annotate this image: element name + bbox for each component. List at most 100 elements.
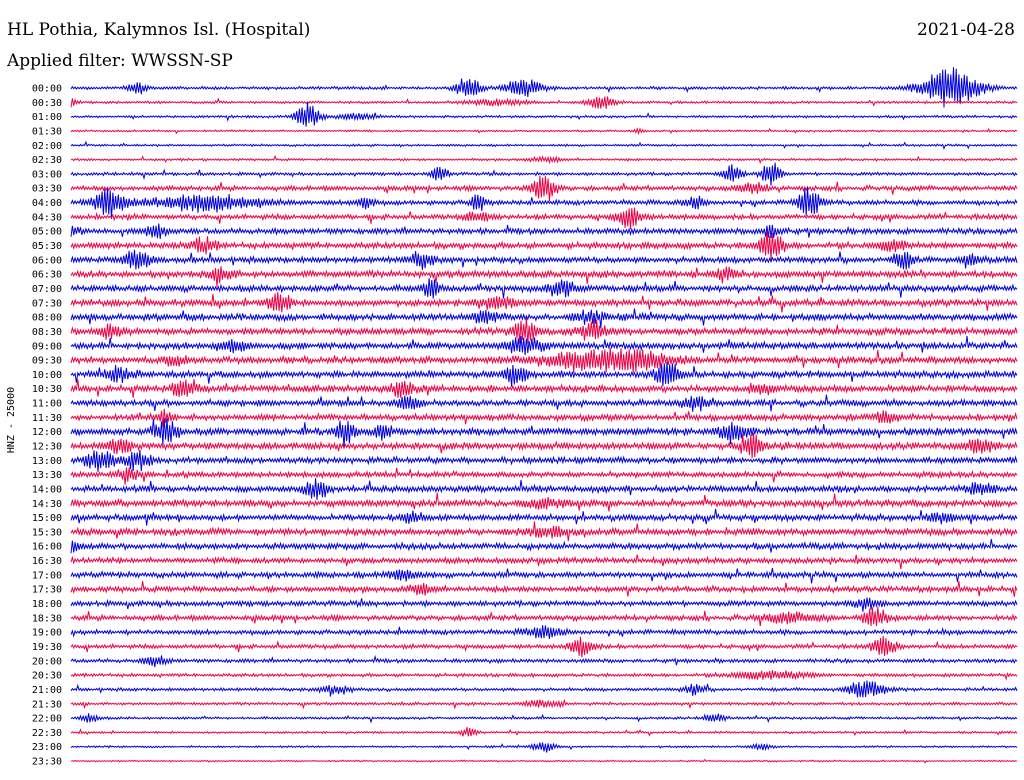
trace-line (70, 335, 1018, 355)
time-tick-labels: 00:00 00:30 01:00 01:30 02:00 02:30 03:00 03:30… (32, 84, 62, 768)
time-tick-label: 05:30 (32, 241, 62, 252)
trace-line (70, 96, 1018, 109)
time-tick-label: 01:30 (32, 126, 62, 137)
trace-line (70, 670, 1018, 681)
trace-line (70, 162, 1018, 186)
trace-line (70, 278, 1018, 299)
trace-line (70, 449, 1018, 472)
trace-line (70, 597, 1018, 612)
time-tick-label: 04:00 (32, 198, 62, 209)
time-tick-label: 20:30 (32, 671, 62, 682)
time-tick-label: 03:30 (32, 184, 62, 195)
y-axis-label: HNZ - 25000 (6, 387, 17, 453)
seismic-traces (70, 67, 1018, 764)
time-tick-label: 15:00 (32, 513, 62, 524)
trace-line (70, 249, 1018, 271)
time-tick-label: 15:30 (32, 527, 62, 538)
time-tick-label: 04:30 (32, 212, 62, 223)
trace-line (70, 418, 1018, 448)
trace-line (70, 713, 1018, 724)
trace-line (70, 175, 1018, 202)
time-tick-label: 18:00 (32, 599, 62, 610)
filter-label: Applied filter: WWSSN-SP (7, 51, 233, 71)
trace-line (70, 467, 1018, 485)
time-tick-label: 17:00 (32, 570, 62, 581)
trace-line (70, 207, 1018, 230)
trace-line (70, 567, 1018, 584)
time-tick-label: 14:00 (32, 484, 62, 495)
time-tick-label: 07:00 (32, 284, 62, 295)
trace-line (70, 308, 1018, 329)
time-tick-label: 16:30 (32, 556, 62, 567)
trace-line (70, 317, 1018, 344)
trace-line (70, 635, 1018, 658)
trace-line (70, 539, 1018, 554)
time-tick-label: 13:30 (32, 470, 62, 481)
time-tick-label: 03:00 (32, 169, 62, 180)
time-tick-label: 02:00 (32, 141, 62, 152)
time-tick-label: 12:30 (32, 442, 62, 453)
trace-line (70, 223, 1018, 239)
time-tick-label: 22:30 (32, 728, 62, 739)
time-tick-label: 09:30 (32, 356, 62, 367)
trace-line (70, 361, 1018, 387)
time-tick-label: 18:30 (32, 613, 62, 624)
time-tick-label: 22:00 (32, 714, 62, 725)
trace-line (70, 127, 1018, 136)
trace-line (70, 154, 1018, 165)
time-tick-label: 12:00 (32, 427, 62, 438)
trace-line (70, 742, 1018, 753)
trace-line (70, 606, 1018, 627)
time-tick-label: 00:30 (32, 98, 62, 109)
trace-line (70, 521, 1018, 542)
time-tick-label: 19:00 (32, 628, 62, 639)
time-tick-label: 08:00 (32, 313, 62, 324)
trace-line (70, 230, 1018, 260)
time-tick-label: 06:00 (32, 255, 62, 266)
trace-line (70, 581, 1018, 597)
time-tick-label: 08:30 (32, 327, 62, 338)
time-tick-label: 10:00 (32, 370, 62, 381)
record-date: 2021-04-28 (916, 20, 1015, 40)
trace-line (70, 625, 1018, 639)
time-tick-label: 11:00 (32, 399, 62, 410)
trace-line (70, 67, 1018, 108)
trace-line (70, 478, 1018, 500)
time-tick-label: 20:00 (32, 656, 62, 667)
trace-line (70, 378, 1018, 398)
time-tick-label: 09:00 (32, 341, 62, 352)
time-tick-label: 23:00 (32, 742, 62, 753)
time-tick-label: 13:00 (32, 456, 62, 467)
trace-line (70, 654, 1018, 668)
time-tick-label: 17:30 (32, 585, 62, 596)
time-tick-label: 14:30 (32, 499, 62, 510)
trace-line (70, 432, 1018, 459)
trace-line (70, 492, 1018, 512)
trace-line (70, 508, 1018, 526)
time-tick-label: 07:30 (32, 298, 62, 309)
time-tick-label: 01:00 (32, 112, 62, 123)
time-tick-label: 19:30 (32, 642, 62, 653)
trace-line (70, 291, 1018, 313)
time-tick-label: 21:00 (32, 685, 62, 696)
time-tick-label: 11:30 (32, 413, 62, 424)
trace-line (70, 347, 1018, 374)
trace-line (70, 727, 1018, 737)
time-tick-label: 21:30 (32, 699, 62, 710)
trace-line (70, 186, 1018, 220)
time-tick-label: 06:30 (32, 270, 62, 281)
station-title: HL Pothia, Kalymnos Isl. (Hospital) (7, 20, 311, 40)
time-tick-label: 23:30 (32, 757, 62, 768)
time-tick-label: 02:30 (32, 155, 62, 166)
trace-line (70, 266, 1018, 288)
trace-line (70, 408, 1018, 428)
trace-line (70, 140, 1018, 150)
trace-line (70, 102, 1018, 127)
time-tick-label: 16:00 (32, 542, 62, 553)
trace-line (70, 698, 1018, 710)
trace-line (70, 758, 1018, 764)
trace-line (70, 394, 1018, 412)
trace-line (70, 680, 1018, 698)
time-tick-label: 10:30 (32, 384, 62, 395)
